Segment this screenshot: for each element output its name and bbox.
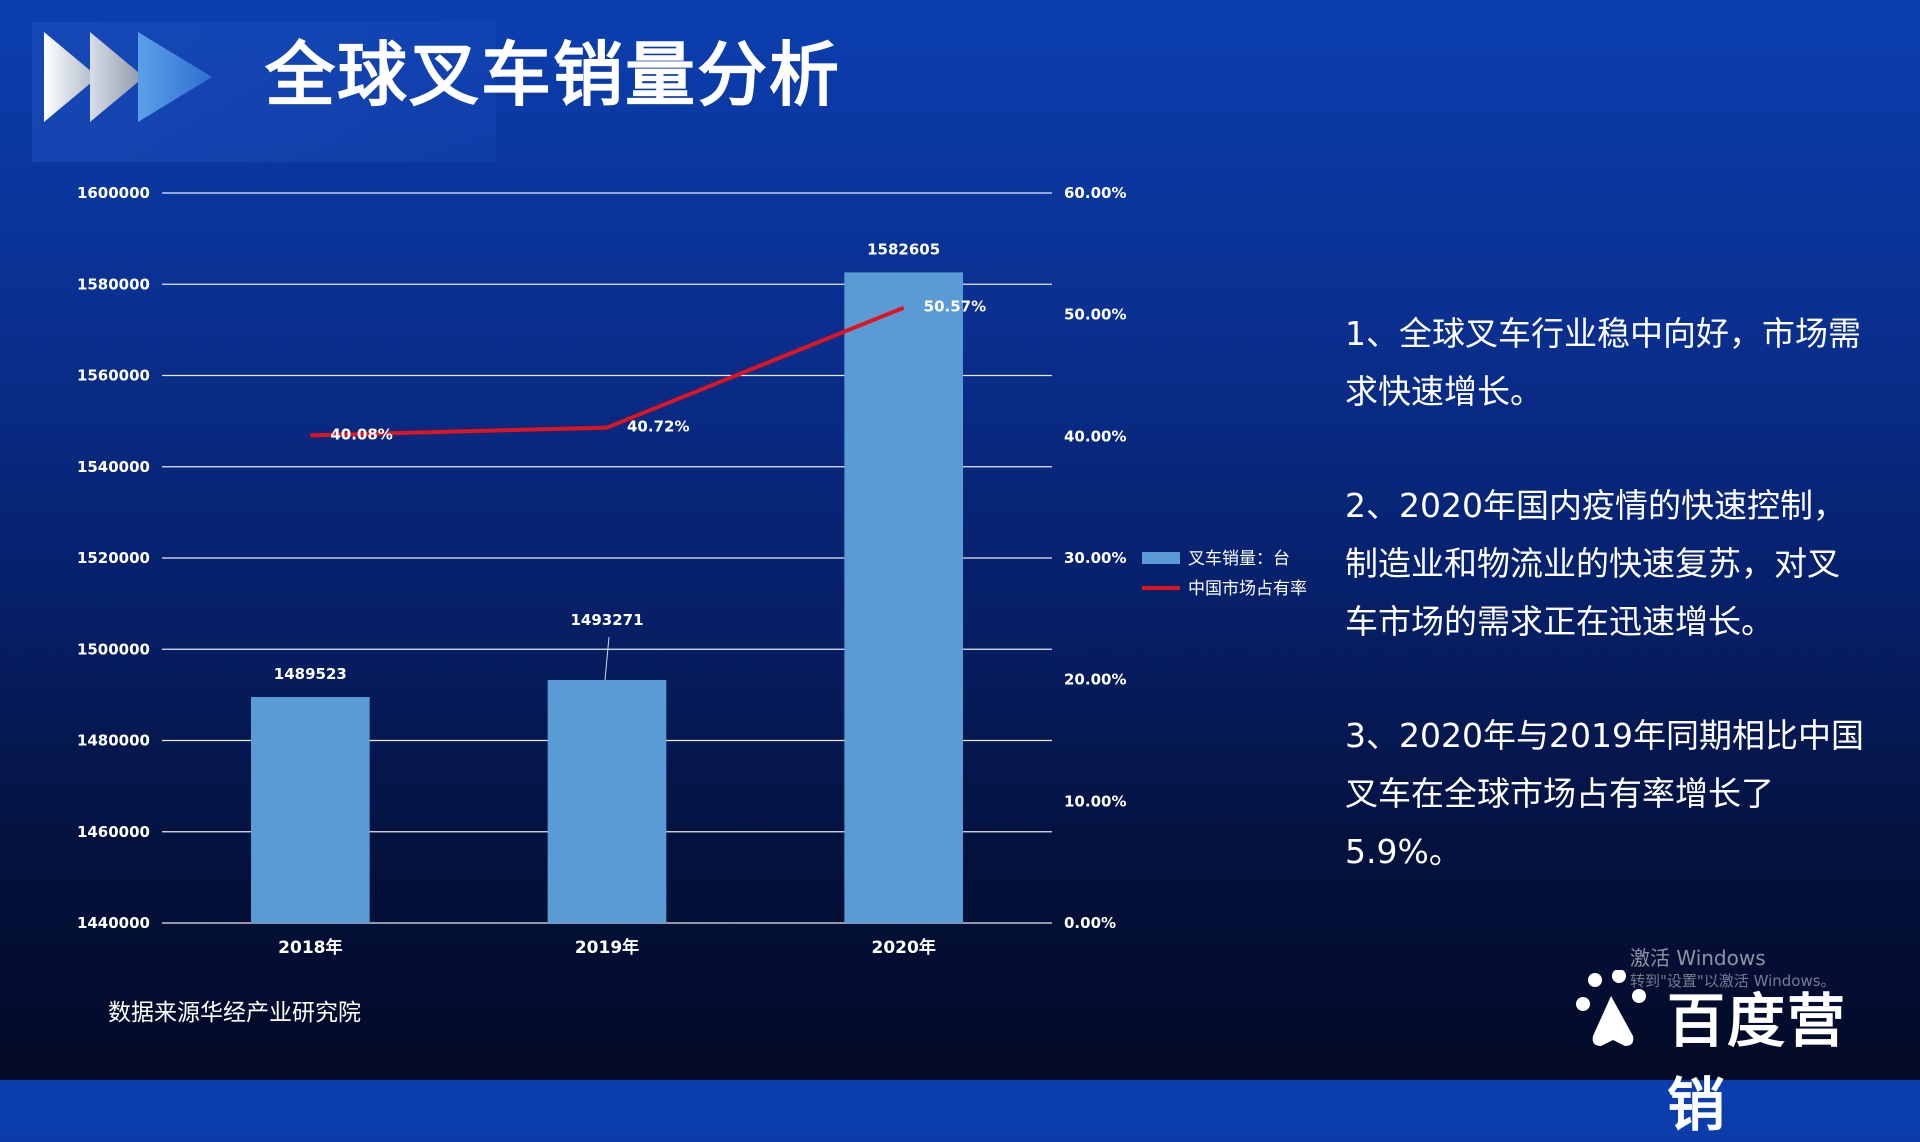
y-right-tick-label: 20.00% — [1064, 671, 1126, 689]
x-tick-label: 2018年 — [278, 937, 342, 958]
activation-watermark-hint: 转到"设置"以激活 Windows。 — [1630, 972, 1836, 990]
y-left-tick-label: 1600000 — [77, 184, 150, 202]
x-tick-label: 2020年 — [872, 937, 936, 958]
play-arrows-icon — [44, 32, 212, 122]
y-left-tick-label: 1500000 — [77, 640, 150, 658]
y-right-tick-label: 0.00% — [1064, 914, 1116, 932]
source-note: 数据来源华经产业研究院 — [108, 1000, 361, 1026]
bar-value-label: 1489523 — [274, 665, 347, 683]
sales-combo-chart: 1440000 1460000 1480000 1500000 1520000 15400… — [77, 184, 1307, 958]
note-2: 2、2020年国内疫情的快速控制，制造业和物流业的快速复苏，对叉车市场的需求正在… — [1345, 486, 1846, 641]
note-3: 3、2020年与2019年同期相比中国叉车在全球市场占有率增长了5.9%。 — [1345, 716, 1864, 871]
y-right-tick-label: 60.00% — [1064, 184, 1126, 202]
bar-value-label: 1493271 — [570, 611, 643, 629]
bar-label-leader — [604, 636, 610, 680]
y-right-tick-label: 40.00% — [1064, 427, 1126, 445]
bar-value-label: 1582605 — [867, 240, 940, 258]
bar-2018年 — [251, 697, 370, 923]
y-right-tick-label: 50.00% — [1064, 306, 1126, 324]
y-left-tick-label: 1440000 — [77, 914, 150, 932]
page-title: 全球叉车销量分析 — [265, 34, 841, 116]
y-right-tick-label: 30.00% — [1064, 549, 1126, 567]
y-left-tick-label: 1520000 — [77, 549, 150, 567]
line-value-label: 50.57% — [924, 298, 986, 316]
line-value-label: 40.72% — [627, 418, 689, 436]
y-left-tick-label: 1460000 — [77, 823, 150, 841]
notes-panel: 1、全球叉车行业稳中向好，市场需求快速增长。 2、2020年国内疫情的快速控制，… — [1345, 305, 1865, 937]
x-tick-label: 2019年 — [575, 937, 639, 958]
note-1: 1、全球叉车行业稳中向好，市场需求快速增长。 — [1345, 314, 1861, 411]
y-left-tick-label: 1480000 — [77, 732, 150, 750]
legend-label-bar: 叉车销量：台 — [1188, 549, 1290, 569]
y-left-tick-label: 1560000 — [77, 367, 150, 385]
y-left-tick-label: 1540000 — [77, 458, 150, 476]
y-left-tick-label: 1580000 — [77, 275, 150, 293]
activation-watermark-title: 激活 Windows — [1630, 946, 1766, 970]
baidu-paw-icon — [1576, 969, 1646, 1046]
baidu-logo: 百度营销 — [1575, 969, 1895, 1139]
y-right-tick-label: 10.00% — [1064, 792, 1126, 810]
logo-text: 百度营销 — [1667, 987, 1848, 1139]
bar-2020年 — [844, 272, 963, 923]
legend-swatch-bar — [1142, 552, 1180, 564]
legend-label-line: 中国市场占有率 — [1188, 579, 1307, 599]
line-series-share — [310, 305, 905, 438]
line-value-label: 40.08% — [330, 425, 392, 443]
bar-2019年 — [547, 679, 667, 923]
